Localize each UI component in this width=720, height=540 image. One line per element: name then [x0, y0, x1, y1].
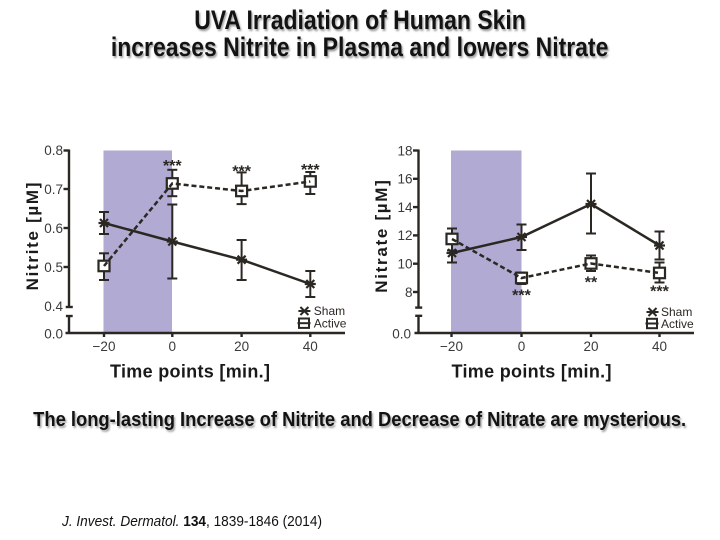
- svg-text:20: 20: [234, 339, 249, 354]
- svg-text:16: 16: [397, 172, 412, 187]
- svg-text:20: 20: [583, 339, 598, 354]
- svg-text:Sham: Sham: [661, 305, 692, 319]
- svg-text:***: ***: [650, 284, 669, 301]
- svg-text:0.4: 0.4: [44, 299, 63, 314]
- svg-text:10: 10: [397, 257, 412, 272]
- svg-text:40: 40: [652, 339, 667, 354]
- svg-text:0.8: 0.8: [44, 143, 63, 158]
- svg-text:Time points [min.]: Time points [min.]: [452, 362, 612, 382]
- svg-text:**: **: [585, 275, 598, 292]
- svg-text:Active: Active: [314, 317, 347, 331]
- svg-text:***: ***: [301, 162, 320, 179]
- svg-text:18: 18: [397, 143, 412, 158]
- svg-text:***: ***: [512, 288, 531, 305]
- svg-text:Sham: Sham: [314, 304, 345, 318]
- svg-text:***: ***: [163, 158, 182, 175]
- svg-text:0.0: 0.0: [392, 326, 411, 341]
- svg-text:Time points [min.]: Time points [min.]: [110, 362, 270, 382]
- svg-text:−20: −20: [440, 339, 463, 354]
- svg-text:−20: −20: [93, 339, 116, 354]
- svg-text:40: 40: [303, 339, 318, 354]
- svg-text:0: 0: [518, 339, 526, 354]
- svg-text:0.5: 0.5: [44, 260, 63, 275]
- svg-text:Nitrate [µM]: Nitrate [µM]: [372, 178, 391, 292]
- svg-text:0.6: 0.6: [44, 221, 63, 236]
- svg-text:***: ***: [232, 164, 251, 181]
- svg-text:0: 0: [169, 339, 177, 354]
- svg-text:Active: Active: [661, 317, 694, 331]
- svg-text:12: 12: [397, 228, 412, 243]
- svg-text:0.0: 0.0: [44, 326, 63, 341]
- svg-text:0.7: 0.7: [44, 182, 63, 197]
- svg-text:Nitrite [µM]: Nitrite [µM]: [23, 181, 42, 291]
- svg-text:8: 8: [405, 285, 413, 300]
- svg-text:14: 14: [397, 200, 413, 215]
